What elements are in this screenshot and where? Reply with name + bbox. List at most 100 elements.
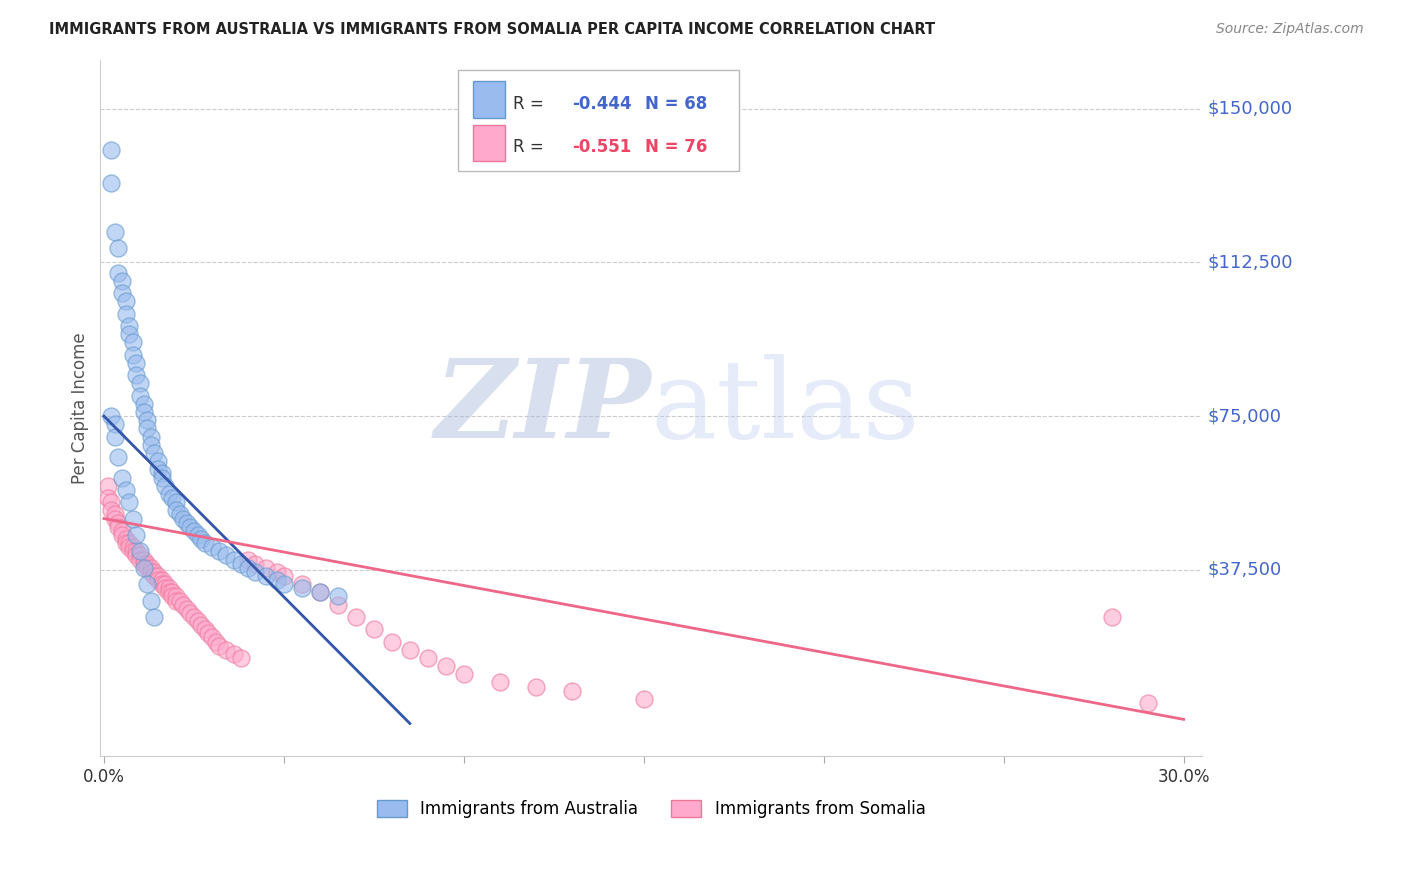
Text: ZIP: ZIP — [434, 354, 651, 462]
Point — [125, 528, 148, 542]
Point — [139, 438, 162, 452]
Text: $112,500: $112,500 — [1208, 253, 1292, 271]
Point — [125, 549, 148, 563]
Point — [291, 581, 314, 595]
Point — [136, 560, 159, 574]
Point — [114, 294, 136, 309]
Point — [100, 409, 122, 424]
Text: $37,500: $37,500 — [1208, 561, 1281, 579]
Point — [201, 631, 224, 645]
Point — [222, 647, 245, 661]
Point — [136, 577, 159, 591]
Point — [125, 544, 148, 558]
Point — [291, 577, 314, 591]
Text: N = 76: N = 76 — [645, 138, 707, 156]
Point — [132, 557, 155, 571]
Point — [201, 541, 224, 555]
Point — [326, 598, 349, 612]
Text: -0.551: -0.551 — [572, 138, 631, 156]
Text: R =: R = — [513, 95, 544, 112]
Point — [309, 585, 332, 599]
Point — [153, 577, 176, 591]
Point — [150, 470, 173, 484]
Point — [121, 511, 143, 525]
Point — [453, 667, 475, 681]
Point — [129, 552, 152, 566]
Point — [139, 429, 162, 443]
Point — [363, 622, 385, 636]
Point — [165, 590, 187, 604]
Point — [236, 560, 259, 574]
Point — [129, 376, 152, 391]
Point — [633, 692, 655, 706]
FancyBboxPatch shape — [458, 70, 740, 171]
Point — [273, 577, 295, 591]
Point — [344, 610, 367, 624]
Text: $150,000: $150,000 — [1208, 100, 1292, 118]
Point — [118, 495, 141, 509]
Point — [208, 544, 231, 558]
Point — [132, 405, 155, 419]
Point — [100, 143, 122, 157]
Point — [326, 590, 349, 604]
Point — [125, 368, 148, 383]
Point — [169, 508, 191, 522]
Point — [136, 413, 159, 427]
Point — [146, 462, 169, 476]
Point — [125, 356, 148, 370]
Point — [111, 274, 134, 288]
Point — [114, 532, 136, 546]
Point — [1101, 610, 1123, 624]
Text: Source: ZipAtlas.com: Source: ZipAtlas.com — [1216, 22, 1364, 37]
Point — [236, 552, 259, 566]
Point — [136, 557, 159, 571]
Point — [104, 417, 127, 432]
Point — [208, 639, 231, 653]
Text: -0.444: -0.444 — [572, 95, 631, 112]
Point — [114, 483, 136, 497]
FancyBboxPatch shape — [472, 81, 505, 118]
Point — [176, 516, 198, 530]
Point — [104, 225, 127, 239]
Point — [1136, 696, 1159, 710]
Point — [254, 569, 277, 583]
Point — [121, 335, 143, 350]
Point — [121, 348, 143, 362]
Point — [215, 642, 238, 657]
Text: atlas: atlas — [651, 354, 921, 461]
Point — [229, 557, 252, 571]
Point — [381, 634, 404, 648]
Point — [146, 569, 169, 583]
Point — [190, 532, 212, 546]
Point — [100, 495, 122, 509]
Point — [129, 549, 152, 563]
Point — [150, 573, 173, 587]
Point — [139, 560, 162, 574]
Point — [118, 541, 141, 555]
Point — [204, 634, 226, 648]
Legend: Immigrants from Australia, Immigrants from Somalia: Immigrants from Australia, Immigrants fr… — [370, 793, 932, 824]
Point — [243, 565, 266, 579]
Text: R =: R = — [513, 138, 544, 156]
Point — [222, 552, 245, 566]
Point — [146, 573, 169, 587]
Text: N = 68: N = 68 — [645, 95, 707, 112]
Point — [143, 446, 166, 460]
Point — [104, 511, 127, 525]
Point — [107, 266, 129, 280]
Point — [162, 491, 184, 505]
Point — [229, 651, 252, 665]
Point — [114, 536, 136, 550]
Point — [186, 614, 208, 628]
Point — [561, 683, 583, 698]
Point — [157, 581, 180, 595]
Point — [194, 622, 217, 636]
Point — [96, 479, 118, 493]
Point — [186, 528, 208, 542]
Point — [172, 511, 194, 525]
Point — [136, 421, 159, 435]
Point — [169, 593, 191, 607]
Point — [309, 585, 332, 599]
Point — [153, 581, 176, 595]
Point — [111, 528, 134, 542]
